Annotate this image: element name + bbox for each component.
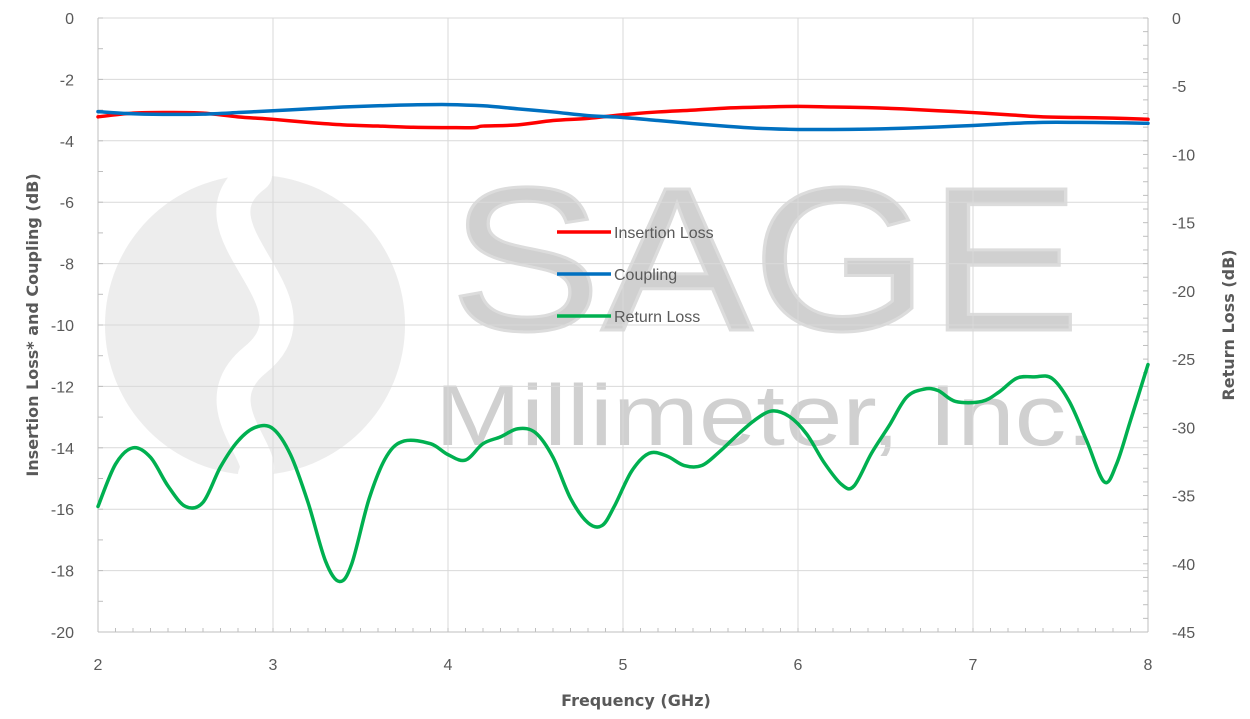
y-axis-left-tick-label: -10 [51,318,74,335]
y-axis-right-tick-label: -15 [1172,216,1195,233]
y-axis-right-tick-label: -10 [1172,147,1195,164]
y-axis-left-tick-label: -4 [60,134,74,151]
series-lines [96,102,1150,584]
series-line-coupling [96,102,1150,132]
y-axis-left-tick-label: -16 [51,502,74,519]
x-axis-tick-label: 5 [619,657,628,674]
y-axis-left-tick-label: -14 [51,441,74,458]
y-axis-right-tick-label: -20 [1172,284,1195,301]
legend: Insertion Loss Coupling Return Loss [557,225,714,326]
tick-labels: 0 -2 -4 -6 -8 -10 -12 -14 -16 -18 -20 0 -5 -10 -15 -20 -… [51,11,1195,674]
legend-label-insertion-loss: Insertion Loss [614,225,714,242]
x-axis-tick-label: 6 [794,657,803,674]
x-axis-tick-label: 8 [1144,657,1153,674]
y-axis-right-tick-label: -40 [1172,557,1195,574]
x-axis-tick-label: 2 [94,657,103,674]
y-axis-left-tick-label: -8 [60,257,74,274]
series-line-return-loss [96,362,1150,584]
y-axis-left-title: Insertion Loss* and Coupling (dB) [23,173,42,476]
y-axis-right-title: Return Loss (dB) [1219,249,1238,400]
y-axis-left-tick-label: -6 [60,195,74,212]
watermark-title: SAGE [450,145,1080,374]
y-axis-left-tick-label: -20 [51,625,74,642]
x-axis-tick-label: 3 [269,657,278,674]
legend-label-return-loss: Return Loss [614,309,700,326]
y-axis-left-tick-label: 0 [65,11,74,28]
legend-label-coupling: Coupling [614,267,677,284]
y-axis-right-tick-label: -25 [1172,352,1195,369]
x-axis-tick-label: 4 [444,657,453,674]
x-axis-tick-label: 7 [969,657,978,674]
y-axis-right-tick-label: -35 [1172,489,1195,506]
y-axis-left-tick-label: -2 [60,72,74,89]
watermark-logo-swirl [216,158,294,492]
y-axis-left-tick-label: -18 [51,564,74,581]
watermark-subtitle: Millimeter, Inc. [435,368,1095,464]
y-axis-right-tick-label: -5 [1172,79,1186,96]
x-axis-title: Frequency (GHz) [561,691,711,710]
y-axis-right-tick-label: 0 [1172,11,1181,28]
y-axis-left-tick-label: -12 [51,379,74,396]
y-axis-right-tick-label: -45 [1172,625,1195,642]
y-axis-right-tick-label: -30 [1172,420,1195,437]
watermark-logo: SAGE Millimeter, Inc. [105,144,1095,492]
